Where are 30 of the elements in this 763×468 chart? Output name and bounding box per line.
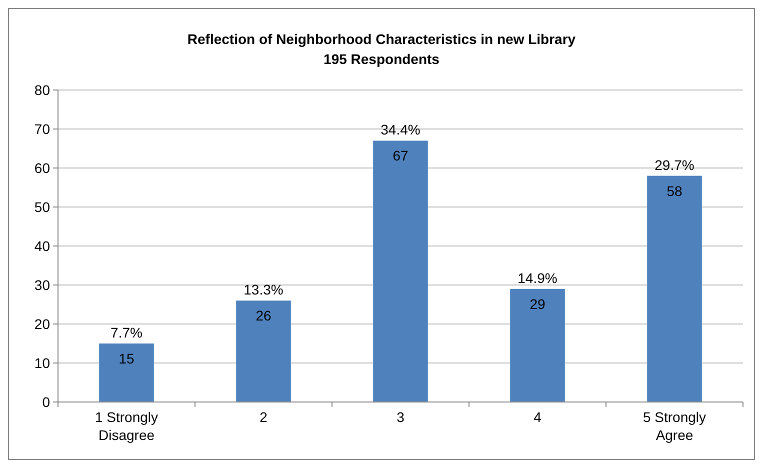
bar — [99, 344, 154, 402]
annotation: 13.3% — [244, 282, 284, 298]
chart-title: Reflection of Neighborhood Characteristics in new Library 195 Respondents — [187, 31, 576, 67]
annotation: 34.4% — [380, 122, 420, 138]
data-label: 58 — [666, 182, 682, 199]
bar — [510, 288, 565, 402]
annotation: 29.7% — [654, 156, 694, 173]
y-tick-label: 10 — [34, 355, 50, 371]
y-tick-label: 30 — [34, 277, 50, 293]
x-tick-label: 3 — [396, 409, 405, 425]
data-label: 29 — [530, 296, 546, 312]
x-tick-label: 4 — [534, 409, 542, 425]
annotation: 7.7% — [110, 324, 142, 340]
y-tick-label: 40 — [34, 238, 50, 254]
y-tick-label: 50 — [34, 199, 50, 215]
annotation: 14.9% — [518, 270, 558, 286]
y-tick-label: 20 — [34, 316, 50, 332]
x-tick-label: 2 — [260, 409, 268, 425]
data-label: 67 — [392, 148, 408, 164]
y-tick-label: 60 — [34, 160, 50, 176]
y-tick-label: 70 — [34, 121, 50, 137]
bar — [647, 176, 702, 402]
x-tick-label: 5 Strongly Agree — [642, 409, 706, 443]
y-tick-label: 0 — [42, 394, 50, 410]
y-tick-label: 80 — [34, 82, 50, 98]
data-label: 26 — [256, 308, 272, 324]
x-tick-label: 1 Strongly Disagree — [94, 409, 158, 443]
data-label: 15 — [118, 350, 134, 366]
bar — [236, 300, 291, 402]
bar — [373, 140, 428, 402]
